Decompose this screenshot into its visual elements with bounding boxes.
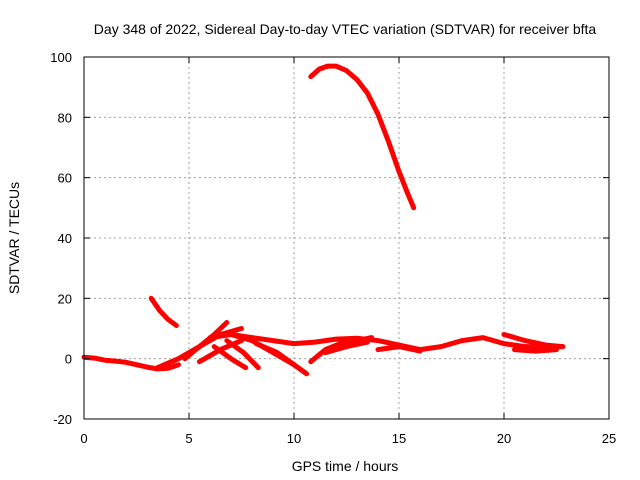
grid-lines	[84, 57, 609, 419]
y-tick-label: 0	[65, 352, 72, 367]
y-tick-label: 100	[50, 50, 72, 65]
series-arc-1	[81, 354, 181, 372]
axis-ticks	[83, 56, 610, 420]
x-tick-label: 10	[287, 431, 301, 446]
series-arc-10	[253, 341, 297, 368]
y-tick-label: -20	[53, 412, 72, 427]
series-arc-15	[512, 347, 559, 354]
y-tick-label: 20	[58, 291, 72, 306]
data-series-group	[81, 63, 566, 377]
series-arc-8	[224, 338, 261, 371]
y-axis-label: SDTVAR / TECUs	[6, 182, 22, 294]
series-arc-14	[501, 332, 566, 350]
series-arc-11	[308, 335, 375, 365]
series-arc-12	[323, 339, 370, 356]
x-tick-label: 20	[497, 431, 511, 446]
series-arc-16	[308, 63, 417, 211]
x-axis-label: GPS time / hours	[292, 458, 399, 474]
x-tick-label: 5	[185, 431, 192, 446]
series-arc-13	[375, 344, 423, 354]
series-arc-4	[182, 320, 230, 362]
y-tick-label: 40	[58, 231, 72, 246]
series-arc-6	[207, 332, 566, 353]
series-arc-2	[148, 295, 179, 328]
x-tick-label: 15	[392, 431, 406, 446]
chart-title: Day 348 of 2022, Sidereal Day-to-day VTE…	[94, 21, 597, 37]
y-axis-tick-labels: -20 0 20 40 60 80 100	[50, 50, 72, 427]
y-tick-label: 60	[58, 171, 72, 186]
series-arc-7	[211, 344, 249, 371]
x-axis-tick-labels: 0 5 10 15 20 25	[80, 431, 616, 446]
x-tick-label: 0	[80, 431, 87, 446]
y-tick-label: 80	[58, 110, 72, 125]
x-tick-label: 25	[602, 431, 616, 446]
